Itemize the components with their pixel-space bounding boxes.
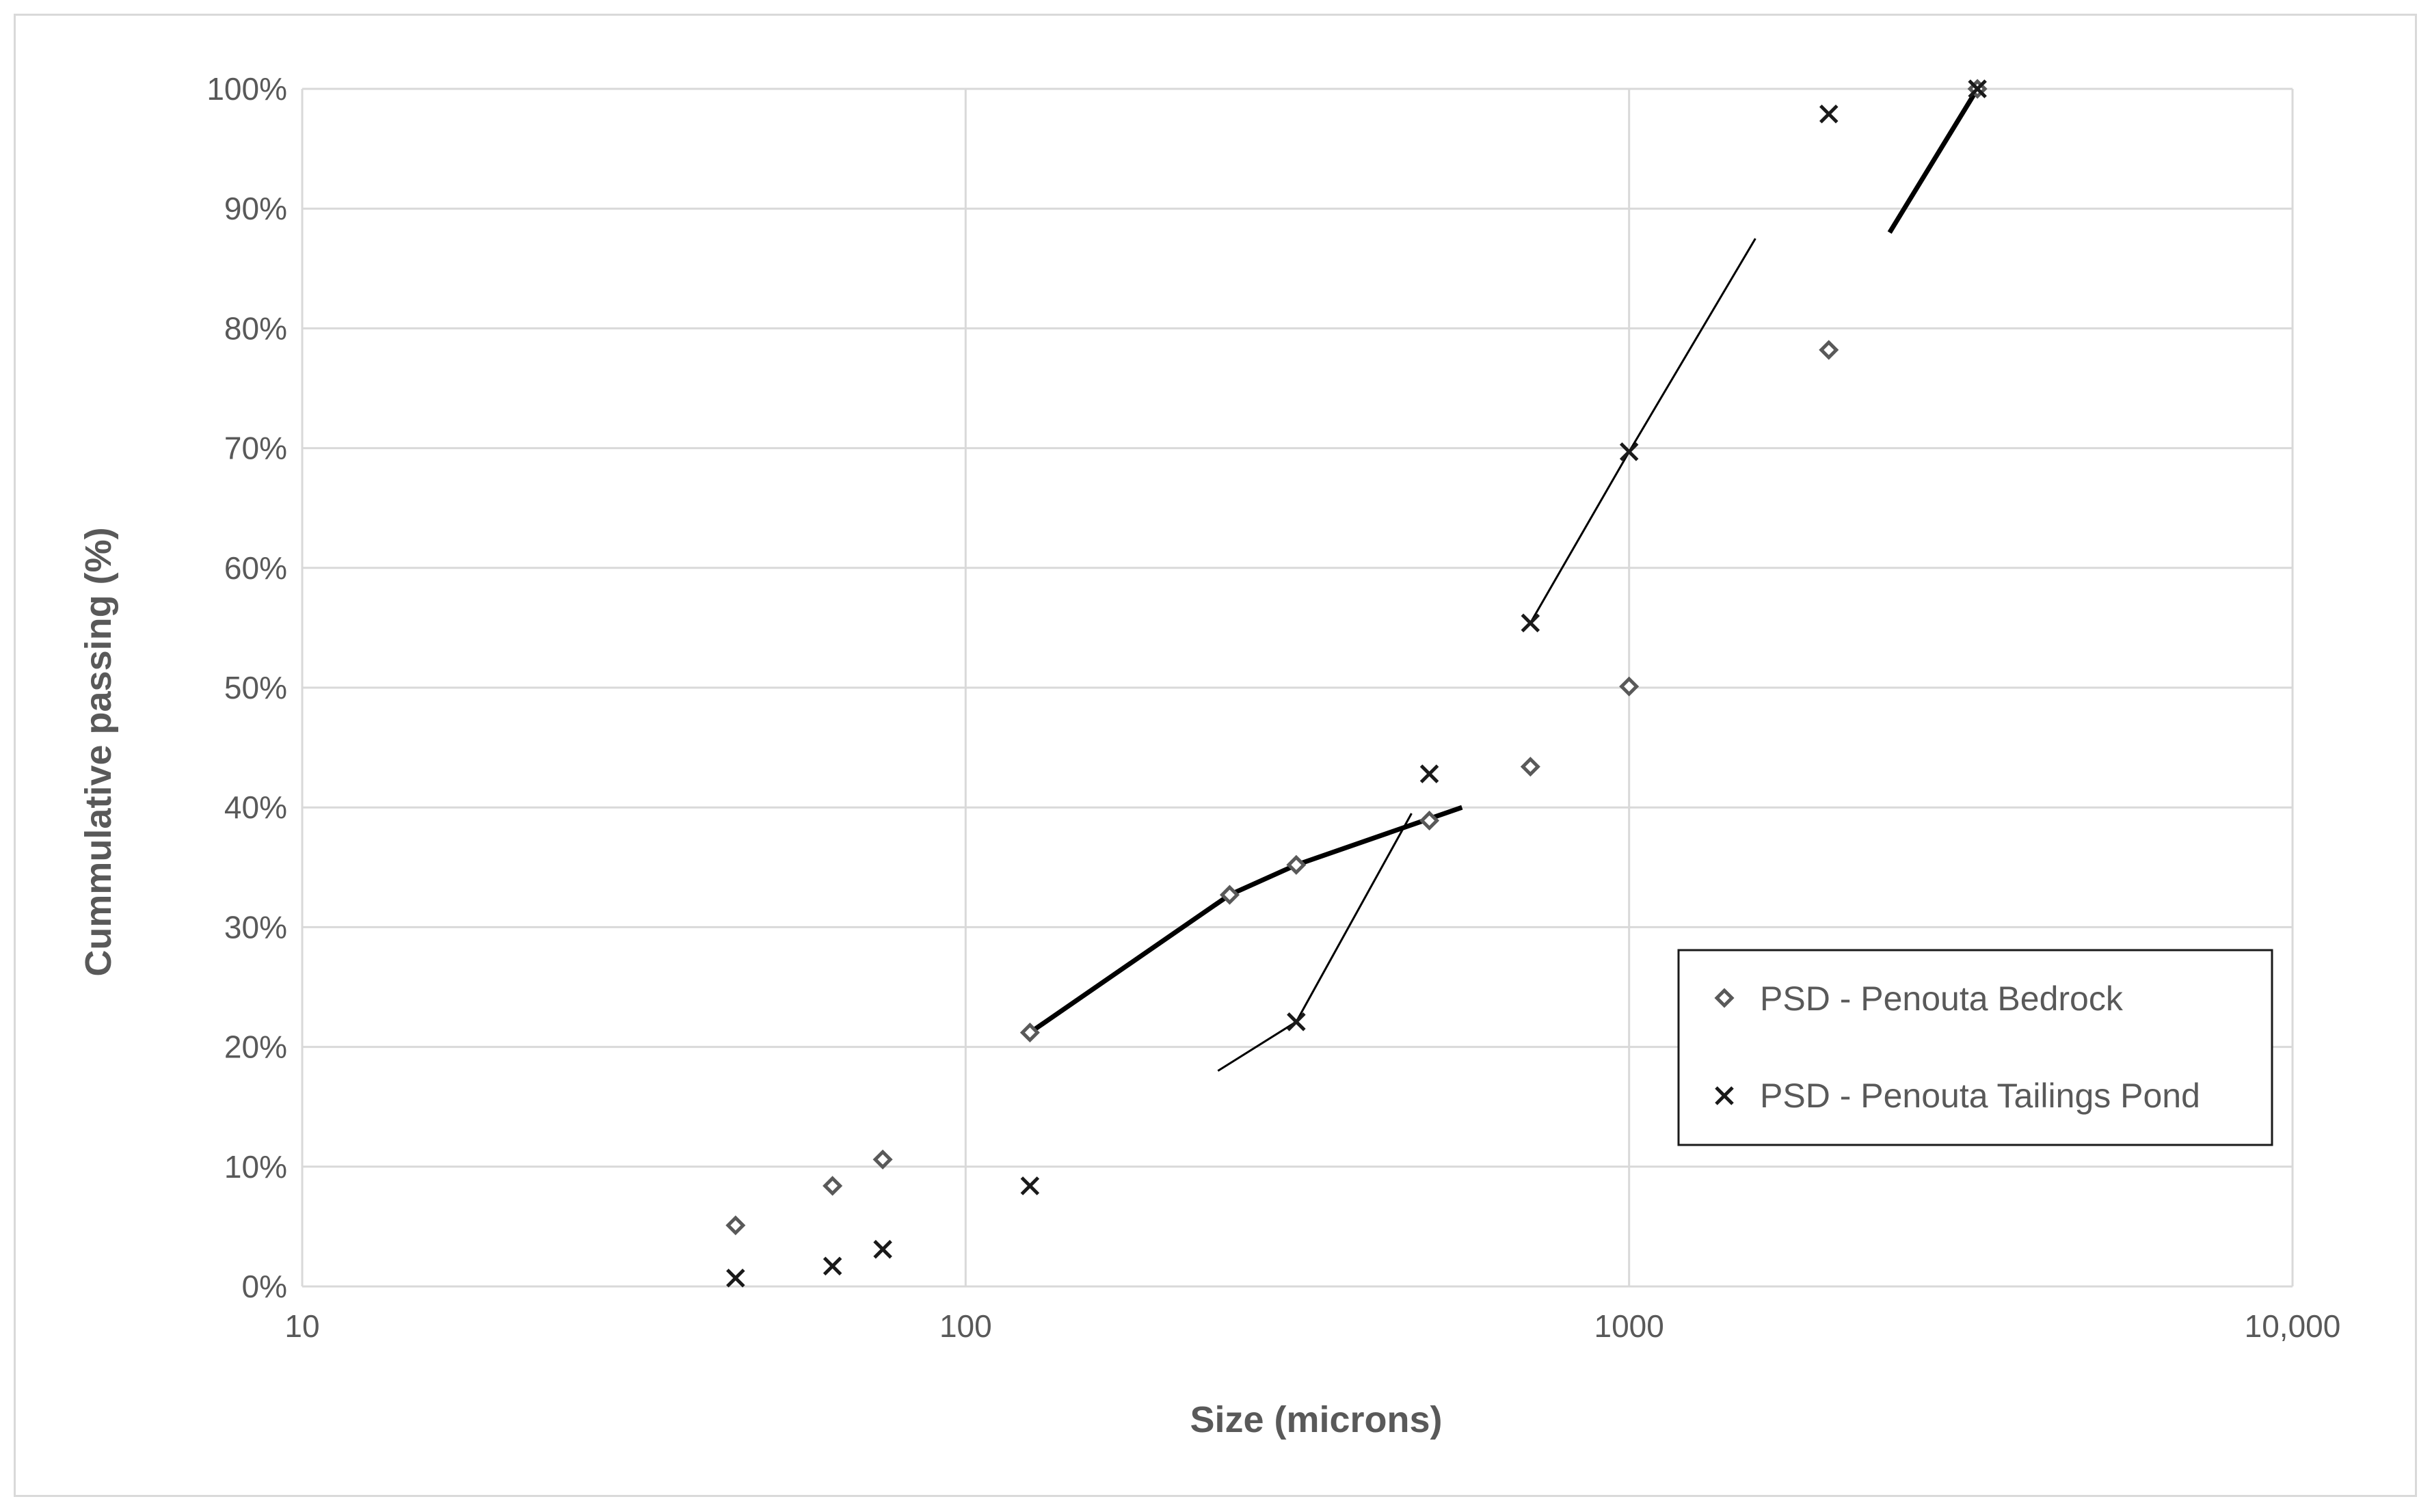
bedrock-point (1819, 340, 1839, 360)
x-axis-title: Size (microns) (1190, 1399, 1442, 1440)
tailings-point (873, 1239, 892, 1259)
tailings-point (823, 1256, 842, 1275)
tailings-point-stroke (1419, 764, 1439, 783)
chart-frame (14, 14, 2417, 1497)
x-tick-label: 100 (939, 1308, 992, 1344)
y-tick-label: 50% (224, 670, 287, 705)
trend-line (1529, 238, 1756, 624)
legend: PSD - Penouta Bedrock PSD - Penouta Tail… (1677, 949, 2273, 1146)
y-tick-label: 10% (224, 1149, 287, 1185)
tailings-point (1287, 1012, 1306, 1031)
y-tick-label: 40% (224, 789, 287, 825)
trend-line (1217, 813, 1413, 1072)
bedrock-point (1520, 757, 1540, 777)
tailings-point (1819, 105, 1839, 124)
y-tick-label: 90% (224, 191, 287, 226)
bedrock-point (1286, 854, 1307, 875)
trend-layer (1028, 87, 1980, 1072)
x-tick-label: 1000 (1594, 1308, 1663, 1344)
tailings-point-stroke (1020, 1176, 1040, 1196)
legend-marker-bedrock (1714, 988, 1735, 1008)
y-tick-label: 70% (224, 431, 287, 466)
legend-label-bedrock: PSD - Penouta Bedrock (1760, 980, 2124, 1018)
bedrock-point (872, 1149, 893, 1170)
x-tick-label: 10 (284, 1308, 319, 1344)
bedrock-point (1219, 885, 1240, 905)
legend-x-icon (1715, 1086, 1734, 1105)
tailings-point (1968, 79, 1987, 98)
bedrock-point (725, 1215, 746, 1236)
bedrock-point (1019, 1023, 1040, 1043)
tailings-point-stroke (1819, 105, 1839, 124)
tailings-point (1419, 764, 1439, 783)
legend-x-icon-stroke (1715, 1086, 1734, 1105)
legend-marker-tailings (1715, 1086, 1734, 1105)
tailings-point-stroke (1968, 79, 1987, 98)
trend-line (1887, 87, 1980, 234)
tailings-point-stroke (1521, 613, 1540, 633)
tailings-point-stroke (1619, 442, 1639, 461)
bedrock-point (823, 1176, 843, 1196)
points-layer (725, 79, 1988, 1288)
y-tick-label: 60% (224, 550, 287, 586)
tailings-point-stroke (873, 1239, 892, 1259)
tailings-point (1020, 1176, 1040, 1196)
tick-layer: 0% 10% 20% 30% 40% 50% 60% 70% 80% 90% 100% 10 100 10… (206, 71, 2340, 1344)
legend-diamond-icon (1714, 988, 1735, 1008)
tailings-point (1521, 613, 1540, 633)
x-tick-label: 10,000 (2245, 1308, 2341, 1344)
y-tick-label: 80% (224, 310, 287, 346)
y-axis-title: Cummulative passing (%) (78, 527, 119, 976)
tailings-point (726, 1268, 745, 1288)
tailings-point-stroke (1287, 1012, 1306, 1031)
legend-box (1677, 949, 2273, 1146)
bedrock-point (1619, 676, 1640, 697)
y-tick-label: 0% (242, 1269, 287, 1304)
tailings-point-stroke (726, 1268, 745, 1288)
legend-label-tailings: PSD - Penouta Tailings Pond (1760, 1077, 2200, 1115)
tailings-point-stroke (823, 1256, 842, 1275)
bedrock-point (1419, 810, 1440, 831)
tailings-point (1619, 442, 1639, 461)
y-tick-label: 30% (224, 909, 287, 945)
grid-layer (301, 87, 2294, 1288)
y-tick-label: 20% (224, 1029, 287, 1065)
y-tick-label: 100% (206, 71, 287, 107)
trend-line (1028, 805, 1463, 1035)
